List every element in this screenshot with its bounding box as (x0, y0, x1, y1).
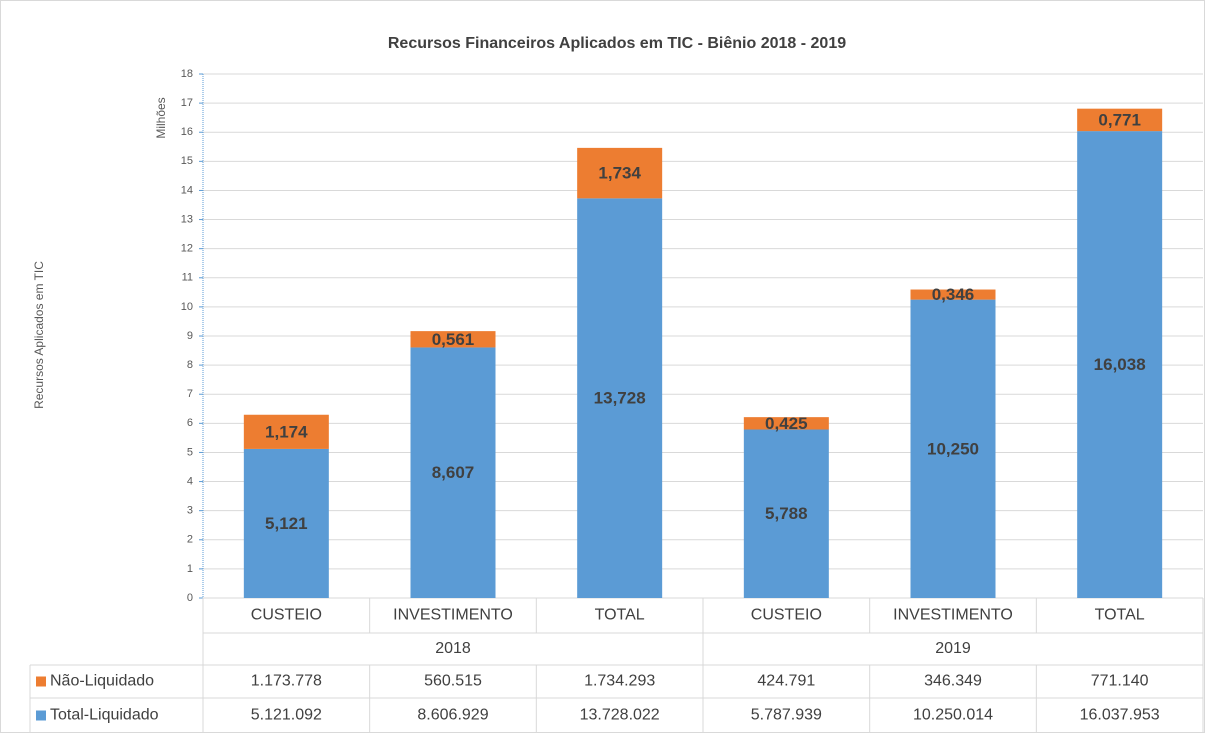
table-cell: 424.791 (757, 673, 815, 690)
data-label: 10,250 (927, 439, 979, 458)
data-label: 13,728 (594, 389, 646, 408)
y-tick-label: 13 (181, 213, 193, 225)
y-tick-label: 10 (181, 301, 193, 313)
table-cell: 10.250.014 (913, 707, 993, 724)
group-label: 2018 (435, 640, 471, 657)
bar-segment (410, 347, 496, 598)
bar-segment (743, 417, 829, 430)
data-label: 1,734 (598, 164, 641, 183)
y-tick-label: 14 (181, 184, 193, 196)
x-tick-label: TOTAL (1095, 607, 1145, 624)
legend-swatch (36, 676, 46, 687)
y-tick-label: 2 (187, 534, 193, 546)
y-tick-label: 9 (187, 330, 193, 342)
bar-segment (410, 331, 496, 348)
table-cell: 1.734.293 (584, 673, 655, 690)
y-unit-label: Milhões (154, 97, 168, 138)
group-label: 2019 (935, 640, 971, 657)
y-tick-label: 15 (181, 155, 193, 167)
table-cell: 1.173.778 (251, 673, 322, 690)
bar-segment (1077, 131, 1163, 598)
legend-label: Não-Liquidado (50, 673, 154, 690)
y-tick-label: 0 (187, 592, 193, 604)
y-axis-label: Recursos Aplicados em TIC (32, 261, 46, 409)
data-label: 5,788 (765, 504, 808, 523)
y-tick-label: 4 (187, 475, 193, 487)
y-tick-label: 3 (187, 505, 193, 517)
x-tick-label: TOTAL (595, 607, 645, 624)
y-tick-label: 11 (182, 272, 193, 284)
data-label: 16,038 (1094, 355, 1146, 374)
table-cell: 16.037.953 (1080, 707, 1160, 724)
y-tick-label: 5 (187, 446, 193, 458)
bar-segment (910, 289, 996, 300)
data-label: 0,425 (765, 414, 808, 433)
data-label: 5,121 (265, 514, 308, 533)
table-cell: 560.515 (424, 673, 482, 690)
x-tick-label: INVESTIMENTO (393, 607, 513, 624)
bar-segment (243, 414, 329, 449)
y-tick-label: 8 (187, 359, 193, 371)
bar-segment (1077, 108, 1163, 132)
table-cell: 8.606.929 (417, 707, 488, 724)
y-tick-label: 7 (187, 388, 193, 400)
bar-segment (577, 198, 663, 598)
table-cell: 346.349 (924, 673, 982, 690)
y-tick-label: 12 (181, 243, 193, 255)
bar-segment (910, 299, 996, 598)
bar-segment (743, 429, 829, 598)
y-tick-label: 6 (187, 417, 193, 429)
data-label: 0,346 (932, 285, 975, 304)
legend-swatch (36, 710, 46, 721)
y-tick-label: 16 (181, 126, 193, 138)
y-tick-label: 1 (187, 563, 193, 575)
data-label: 0,561 (432, 330, 475, 349)
table-cell: 5.787.939 (751, 707, 822, 724)
x-tick-label: CUSTEIO (251, 607, 322, 624)
data-label: 8,607 (432, 463, 475, 482)
data-label: 0,771 (1098, 110, 1141, 129)
chart-title: Recursos Financeiros Aplicados em TIC - … (388, 35, 846, 52)
table-cell: 771.140 (1091, 673, 1149, 690)
legend-label: Total-Liquidado (50, 707, 159, 724)
y-tick-label: 18 (181, 68, 193, 80)
y-tick-label: 17 (181, 97, 193, 109)
x-tick-label: CUSTEIO (751, 607, 822, 624)
data-label: 1,174 (265, 422, 308, 441)
bar-segment (243, 448, 329, 598)
table-cell: 13.728.022 (580, 707, 660, 724)
bar-segment (577, 147, 663, 199)
table-cell: 5.121.092 (251, 707, 322, 724)
x-tick-label: INVESTIMENTO (893, 607, 1013, 624)
